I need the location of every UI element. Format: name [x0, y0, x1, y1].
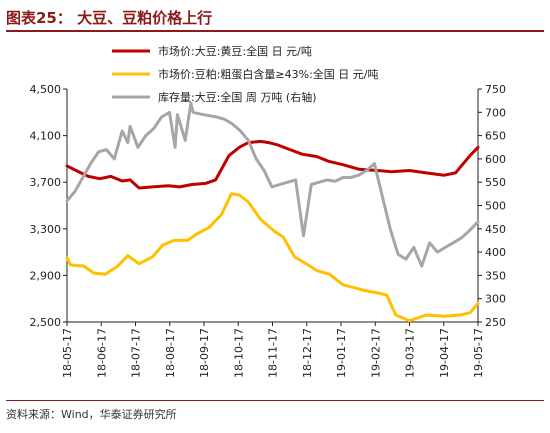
x-tick-label: 18-08-17	[164, 328, 177, 378]
series-line-3	[65, 101, 480, 268]
x-tick-label: 18-10-17	[232, 328, 245, 378]
y-left-tick-label: 2,500	[30, 316, 62, 329]
x-tick-label: 19-03-17	[404, 328, 417, 378]
x-tick-label: 18-11-17	[267, 328, 280, 378]
y-right-tick-label: 750	[485, 83, 506, 96]
x-tick-label: 18-07-17	[130, 328, 143, 378]
legend-label-1: 市场价:大豆:黄豆:全国 日 元/吨	[158, 44, 312, 58]
footer-divider	[6, 400, 544, 401]
y-right-tick-label: 500	[485, 200, 506, 213]
y-right-tick-label: 300	[485, 293, 506, 306]
title-bar: 图表25： 大豆、豆粕价格上行	[6, 4, 544, 32]
y-left-tick-label: 3,300	[30, 223, 62, 236]
x-tick-label: 18-09-17	[198, 328, 211, 378]
x-tick-label: 19-04-17	[438, 328, 451, 378]
x-tick-label: 18-05-17	[61, 328, 74, 378]
legend-label-2: 市场价:豆粕:粗蛋白含量≥43%:全国 日 元/吨	[158, 67, 378, 81]
y-right-tick-label: 400	[485, 246, 506, 259]
x-tick-label: 18-12-17	[301, 328, 314, 378]
x-tick-label: 19-05-17	[472, 328, 485, 378]
y-left-tick-label: 3,700	[30, 176, 62, 189]
y-right-tick-label: 350	[485, 269, 506, 282]
y-right-tick-label: 650	[485, 130, 506, 143]
x-tick-label: 19-02-17	[369, 328, 382, 378]
series-line-1	[65, 139, 480, 190]
y-left-tick-label: 2,900	[30, 269, 62, 282]
source-note: 资料来源：Wind，华泰证券研究所	[6, 408, 177, 421]
y-right-tick-label: 550	[485, 176, 506, 189]
y-right-tick-label: 600	[485, 153, 506, 166]
x-tick-label: 19-01-17	[335, 328, 348, 378]
legend-label-3: 库存量:大豆:全国 周 万吨 (右轴)	[158, 90, 316, 104]
y-left-tick-label: 4,500	[30, 83, 62, 96]
series-line-2	[65, 192, 480, 323]
y-right-tick-label: 250	[485, 316, 506, 329]
chart-area: 2,500 2,900 3,300 3,700 4,100 4,500 250 300 350 4…	[30, 44, 507, 378]
y-right-tick-label: 450	[485, 223, 506, 236]
x-tick-label: 18-06-17	[95, 328, 108, 378]
y-right-tick-label: 700	[485, 106, 506, 119]
chart-title: 图表25： 大豆、豆粕价格上行	[6, 9, 213, 27]
y-left-tick-label: 4,100	[30, 130, 62, 143]
